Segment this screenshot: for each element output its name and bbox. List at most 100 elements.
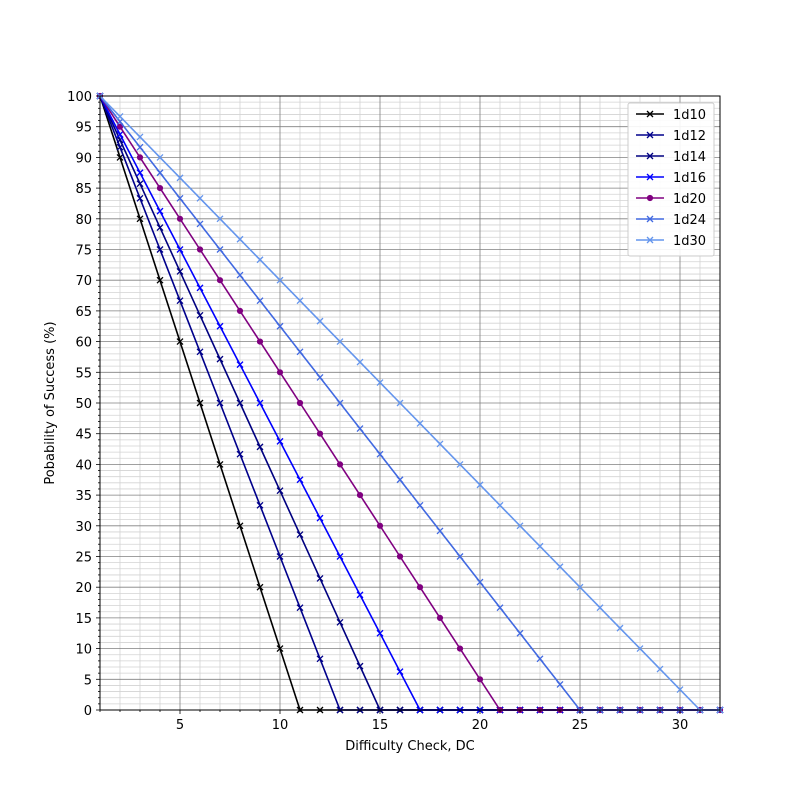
y-tick-label: 10 bbox=[75, 643, 92, 658]
marker-stroke bbox=[296, 604, 304, 612]
marker-stroke bbox=[376, 450, 384, 458]
marker-stroke bbox=[256, 501, 264, 509]
marker-stroke bbox=[356, 662, 364, 670]
marker-stroke bbox=[556, 680, 564, 688]
marker-stroke bbox=[456, 460, 464, 468]
data-point bbox=[456, 553, 464, 560]
marker-stroke bbox=[136, 169, 144, 177]
y-axis-label: Pobability of Success (%) bbox=[43, 321, 58, 484]
data-point bbox=[196, 220, 204, 228]
data-point bbox=[176, 246, 184, 253]
marker-stroke bbox=[276, 437, 284, 445]
y-tick-label: 65 bbox=[75, 305, 92, 320]
marker-stroke bbox=[516, 522, 524, 530]
data-point bbox=[136, 215, 144, 223]
data-point bbox=[216, 277, 224, 284]
marker-stroke bbox=[296, 348, 304, 356]
data-point bbox=[196, 194, 204, 202]
marker-stroke bbox=[476, 481, 484, 489]
data-point bbox=[556, 680, 564, 688]
data-point bbox=[276, 276, 284, 284]
data-point bbox=[236, 399, 244, 407]
data-point bbox=[316, 317, 324, 325]
data-point bbox=[136, 133, 144, 141]
x-tick-label: 15 bbox=[372, 718, 389, 733]
data-point bbox=[396, 553, 404, 560]
marker-stroke bbox=[276, 276, 284, 284]
data-point bbox=[416, 420, 424, 427]
marker-stroke bbox=[256, 583, 264, 591]
data-point bbox=[196, 311, 204, 319]
data-point bbox=[216, 355, 224, 363]
data-point bbox=[236, 271, 244, 279]
data-point bbox=[316, 574, 324, 582]
legend-marker bbox=[646, 131, 654, 139]
data-point bbox=[216, 246, 224, 253]
legend-marker bbox=[646, 152, 654, 160]
data-point bbox=[156, 246, 164, 253]
data-point bbox=[356, 591, 364, 599]
marker-stroke bbox=[376, 629, 384, 637]
y-tick-label: 50 bbox=[75, 397, 92, 412]
marker-stroke bbox=[396, 476, 404, 484]
y-tick-label: 85 bbox=[75, 182, 92, 197]
marker-stroke bbox=[116, 113, 124, 120]
marker-stroke bbox=[156, 276, 164, 284]
marker-stroke bbox=[276, 487, 284, 495]
marker-stroke bbox=[646, 152, 654, 160]
data-point bbox=[236, 522, 244, 530]
data-point bbox=[196, 348, 204, 356]
marker-stroke bbox=[336, 399, 344, 407]
y-tick-label: 80 bbox=[75, 213, 92, 228]
data-point bbox=[176, 194, 184, 202]
series-1d30 bbox=[96, 92, 724, 714]
marker-stroke bbox=[196, 348, 204, 356]
data-point bbox=[356, 662, 364, 670]
data-point bbox=[316, 430, 324, 437]
data-point bbox=[316, 373, 324, 381]
marker-stroke bbox=[256, 297, 264, 305]
marker-stroke bbox=[496, 604, 504, 612]
marker-stroke bbox=[136, 143, 144, 151]
marker-stroke bbox=[276, 553, 284, 560]
legend-entry-1d30: 1d30 bbox=[636, 234, 706, 249]
y-tick-label: 70 bbox=[75, 274, 92, 289]
legend-entry-1d14: 1d14 bbox=[636, 150, 706, 165]
legend: 1d10 1d12 1d14 1d16 1d20 1d24 1d30 bbox=[627, 102, 715, 257]
marker-stroke bbox=[236, 271, 244, 279]
x-axis-label: Difficulty Check, DC bbox=[345, 739, 474, 754]
data-point bbox=[356, 492, 364, 499]
data-point bbox=[276, 553, 284, 560]
data-point bbox=[136, 154, 144, 161]
marker-stroke bbox=[256, 399, 264, 407]
marker-stroke bbox=[336, 553, 344, 560]
data-point bbox=[676, 686, 684, 693]
marker-stroke bbox=[636, 645, 644, 653]
data-point bbox=[336, 338, 344, 346]
data-point bbox=[296, 604, 304, 612]
data-point bbox=[616, 624, 624, 632]
marker-stroke bbox=[216, 355, 224, 363]
marker-stroke bbox=[176, 174, 184, 182]
data-point bbox=[516, 522, 524, 530]
marker-stroke bbox=[316, 514, 324, 522]
data-point bbox=[296, 297, 304, 305]
y-tick-label: 90 bbox=[75, 151, 92, 166]
marker-stroke bbox=[646, 110, 654, 118]
marker-stroke bbox=[136, 215, 144, 223]
data-point bbox=[176, 174, 184, 182]
data-point bbox=[336, 461, 344, 468]
marker-stroke bbox=[176, 267, 184, 275]
data-point bbox=[176, 297, 184, 305]
marker-stroke bbox=[676, 686, 684, 693]
data-point bbox=[436, 614, 444, 622]
legend-entry-1d24: 1d24 bbox=[636, 213, 706, 228]
marker-stroke bbox=[236, 522, 244, 530]
marker-stroke bbox=[456, 553, 464, 560]
data-point bbox=[236, 361, 244, 369]
marker-stroke bbox=[296, 297, 304, 305]
data-point bbox=[436, 527, 444, 535]
marker-stroke bbox=[656, 665, 664, 673]
legend-label: 1d10 bbox=[673, 108, 706, 123]
